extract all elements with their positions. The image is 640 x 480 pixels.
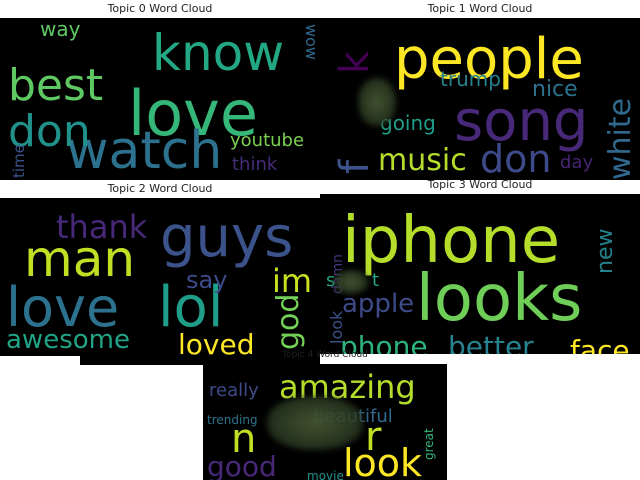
word-wow: wow (302, 24, 320, 60)
word-awesome: awesome (6, 325, 130, 355)
cloud-area: guys man love lol awesome loved thank sa… (0, 198, 320, 356)
word-don: don (8, 106, 91, 157)
word-guys: guys (160, 205, 293, 270)
word-day: day (560, 152, 593, 173)
word-new: new (593, 229, 618, 274)
word-phone: phone (340, 330, 428, 354)
word-nice: nice (532, 77, 578, 102)
word-song: song (454, 89, 588, 154)
word-k: k (332, 50, 378, 74)
word-im: im (272, 262, 312, 300)
chart-title: Topic 3 Word Cloud (427, 178, 533, 191)
word-youtube: youtube (230, 130, 304, 151)
word-music: music (378, 143, 467, 178)
word-r: r (365, 414, 382, 460)
word-look: look (327, 310, 346, 344)
cloud-svg: amazing look good n r really beautiful t… (207, 368, 436, 480)
word-face: face (570, 334, 630, 354)
redaction-blur (334, 270, 368, 294)
word-don: don (480, 137, 551, 180)
word-loved: loved (178, 328, 254, 356)
word-think: think (232, 154, 278, 175)
chart-title: Topic 4 Word Cloud (282, 350, 368, 360)
word-love: love (6, 276, 119, 339)
word-movie: movie (307, 469, 344, 480)
chart-title: Topic 1 Word Cloud (427, 2, 533, 15)
wordcloud-topic-1: Topic 1 Word Cloud people song don music… (320, 0, 640, 180)
word-god: god (271, 294, 306, 350)
word-apple: apple (342, 289, 414, 319)
wordcloud-topic-0: Topic 0 Word Cloud love watch know best … (0, 0, 320, 180)
word-watch: watch (66, 121, 222, 180)
word-look: look (343, 441, 422, 480)
word-t: t (372, 270, 379, 291)
word-iphone: iphone (342, 204, 560, 278)
cloud-area: iphone looks phone better face apple new… (320, 194, 640, 354)
cloud-area: amazing look good n r really beautiful t… (203, 364, 447, 480)
word-say: say (186, 266, 227, 294)
word-man: man (24, 230, 135, 288)
word-time: time (10, 144, 28, 178)
word-n: n (231, 416, 256, 462)
word-love: love (128, 77, 258, 150)
cloud-svg: guys man love lol awesome loved thank sa… (6, 205, 312, 356)
word-thank: thank (56, 208, 148, 246)
word-trending: trending (207, 413, 258, 427)
word-lol: lol (158, 275, 223, 340)
word-f: f (332, 159, 378, 174)
cloud-svg: iphone looks phone better face apple new… (326, 204, 630, 354)
cloud-edge (80, 355, 320, 365)
cloud-svg: people song don music white nice trump g… (332, 27, 638, 180)
wordcloud-topic-3: Topic 3 Word Cloud iphone looks phone be… (320, 176, 640, 354)
word-best: best (8, 60, 103, 111)
cloud-svg: love watch know best don youtube way wow… (8, 18, 320, 180)
word-way: way (40, 18, 81, 41)
word-good: good (207, 450, 277, 480)
word-know: know (152, 24, 284, 82)
word-people: people (394, 27, 584, 92)
cloud-area: love watch know best don youtube way wow… (0, 18, 320, 180)
word-white: white (603, 98, 638, 180)
redaction-blur (358, 78, 396, 126)
chart-title: Topic 0 Word Cloud (107, 2, 213, 15)
word-better: better (448, 330, 534, 354)
cloud-area: people song don music white nice trump g… (320, 18, 640, 180)
redaction-blur (267, 396, 363, 450)
word-great: great (422, 428, 436, 460)
word-really: really (209, 380, 259, 401)
word-looks: looks (416, 262, 583, 336)
wordcloud-topic-2: Topic 2 Word Cloud guys man love lol awe… (0, 180, 320, 356)
wordcloud-topic-4: Topic 4 Word Cloud amazing look good n r… (203, 346, 447, 480)
word-s: s (326, 270, 335, 291)
word-trump: trump (440, 67, 501, 91)
chart-title: Topic 2 Word Cloud (107, 182, 213, 195)
